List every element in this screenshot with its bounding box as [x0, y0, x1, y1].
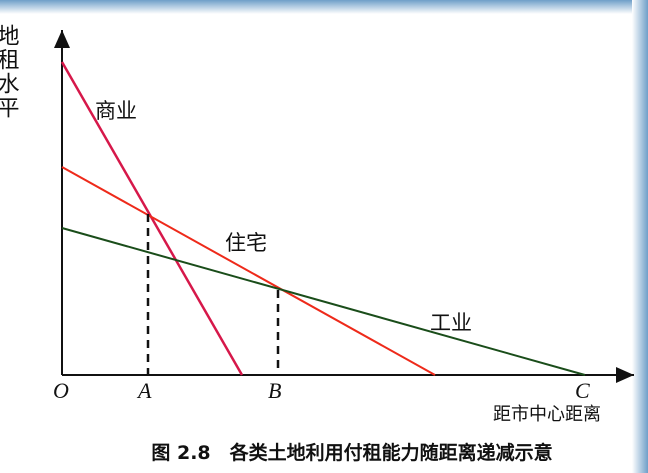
curve-label: 住宅 [225, 231, 267, 255]
y-axis-label: 地租水平 [0, 24, 20, 120]
point-label: B [268, 378, 281, 403]
frame-top [0, 0, 648, 14]
commercial-line [60, 61, 244, 376]
caption: 图 2.8 各类土地利用付租能力随距离递减示意 [151, 441, 552, 464]
industrial-line [61, 227, 586, 376]
point-label: C [575, 378, 590, 403]
x-axis-label: 距市中心距离 [493, 404, 601, 425]
curve-label: 工业 [430, 311, 472, 335]
curve-label: 商业 [95, 99, 137, 123]
point-label: O [53, 378, 69, 403]
point-label: A [136, 378, 152, 403]
residential-line [61, 166, 436, 376]
frame-right [632, 0, 648, 473]
